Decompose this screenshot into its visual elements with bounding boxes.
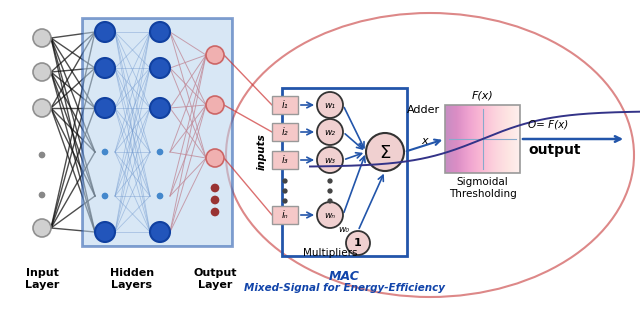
- Circle shape: [211, 196, 218, 204]
- Circle shape: [317, 147, 343, 173]
- Circle shape: [33, 219, 51, 237]
- Circle shape: [157, 194, 163, 198]
- Bar: [445, 105, 520, 173]
- Circle shape: [157, 149, 163, 155]
- Bar: [282, 88, 407, 256]
- Bar: [272, 206, 298, 224]
- Text: Input
Layer: Input Layer: [25, 268, 59, 289]
- Circle shape: [95, 22, 115, 42]
- Circle shape: [206, 149, 224, 167]
- Text: Multipliers: Multipliers: [303, 248, 357, 258]
- Text: w₂: w₂: [324, 128, 335, 137]
- Circle shape: [150, 58, 170, 78]
- Circle shape: [328, 179, 332, 183]
- Text: i₃: i₃: [282, 155, 288, 165]
- Text: Σ: Σ: [380, 144, 390, 162]
- Text: F(x): F(x): [472, 90, 493, 100]
- Circle shape: [317, 119, 343, 145]
- Text: i₁: i₁: [282, 100, 288, 110]
- Circle shape: [95, 222, 115, 242]
- Circle shape: [283, 199, 287, 203]
- Circle shape: [102, 149, 108, 155]
- Text: w₀: w₀: [339, 224, 349, 233]
- Text: 1: 1: [354, 238, 362, 248]
- Circle shape: [95, 58, 115, 78]
- Bar: [272, 123, 298, 141]
- Text: inputs: inputs: [257, 134, 267, 170]
- Text: output: output: [528, 143, 580, 157]
- Circle shape: [328, 199, 332, 203]
- Circle shape: [33, 29, 51, 47]
- Circle shape: [150, 98, 170, 118]
- Circle shape: [40, 153, 45, 157]
- Text: w₁: w₁: [324, 100, 335, 109]
- Text: Sigmoidal
Thresholding: Sigmoidal Thresholding: [449, 177, 516, 199]
- Circle shape: [40, 193, 45, 197]
- Circle shape: [317, 202, 343, 228]
- Circle shape: [33, 99, 51, 117]
- Text: i₂: i₂: [282, 127, 288, 137]
- Text: Mixed-Signal for Energy-Efficiency: Mixed-Signal for Energy-Efficiency: [243, 283, 445, 293]
- Circle shape: [95, 98, 115, 118]
- Circle shape: [211, 185, 218, 192]
- Text: MAC: MAC: [328, 270, 360, 283]
- Text: wₙ: wₙ: [324, 211, 335, 220]
- Circle shape: [283, 189, 287, 193]
- Circle shape: [150, 222, 170, 242]
- Circle shape: [206, 96, 224, 114]
- Text: O= F(x): O= F(x): [528, 119, 568, 129]
- Bar: [272, 151, 298, 169]
- Circle shape: [283, 179, 287, 183]
- Circle shape: [150, 22, 170, 42]
- Circle shape: [328, 189, 332, 193]
- Circle shape: [366, 133, 404, 171]
- Circle shape: [317, 92, 343, 118]
- Text: x: x: [421, 136, 428, 146]
- Text: iₙ: iₙ: [282, 210, 288, 220]
- Circle shape: [211, 209, 218, 215]
- Circle shape: [33, 63, 51, 81]
- Text: Adder: Adder: [407, 105, 440, 115]
- Circle shape: [346, 231, 370, 255]
- Circle shape: [102, 194, 108, 198]
- Text: Output
Layer: Output Layer: [193, 268, 237, 289]
- Bar: [272, 96, 298, 114]
- Text: Hidden
Layers: Hidden Layers: [110, 268, 154, 289]
- Text: w₃: w₃: [324, 156, 335, 165]
- Circle shape: [206, 46, 224, 64]
- Bar: [82, 18, 232, 246]
